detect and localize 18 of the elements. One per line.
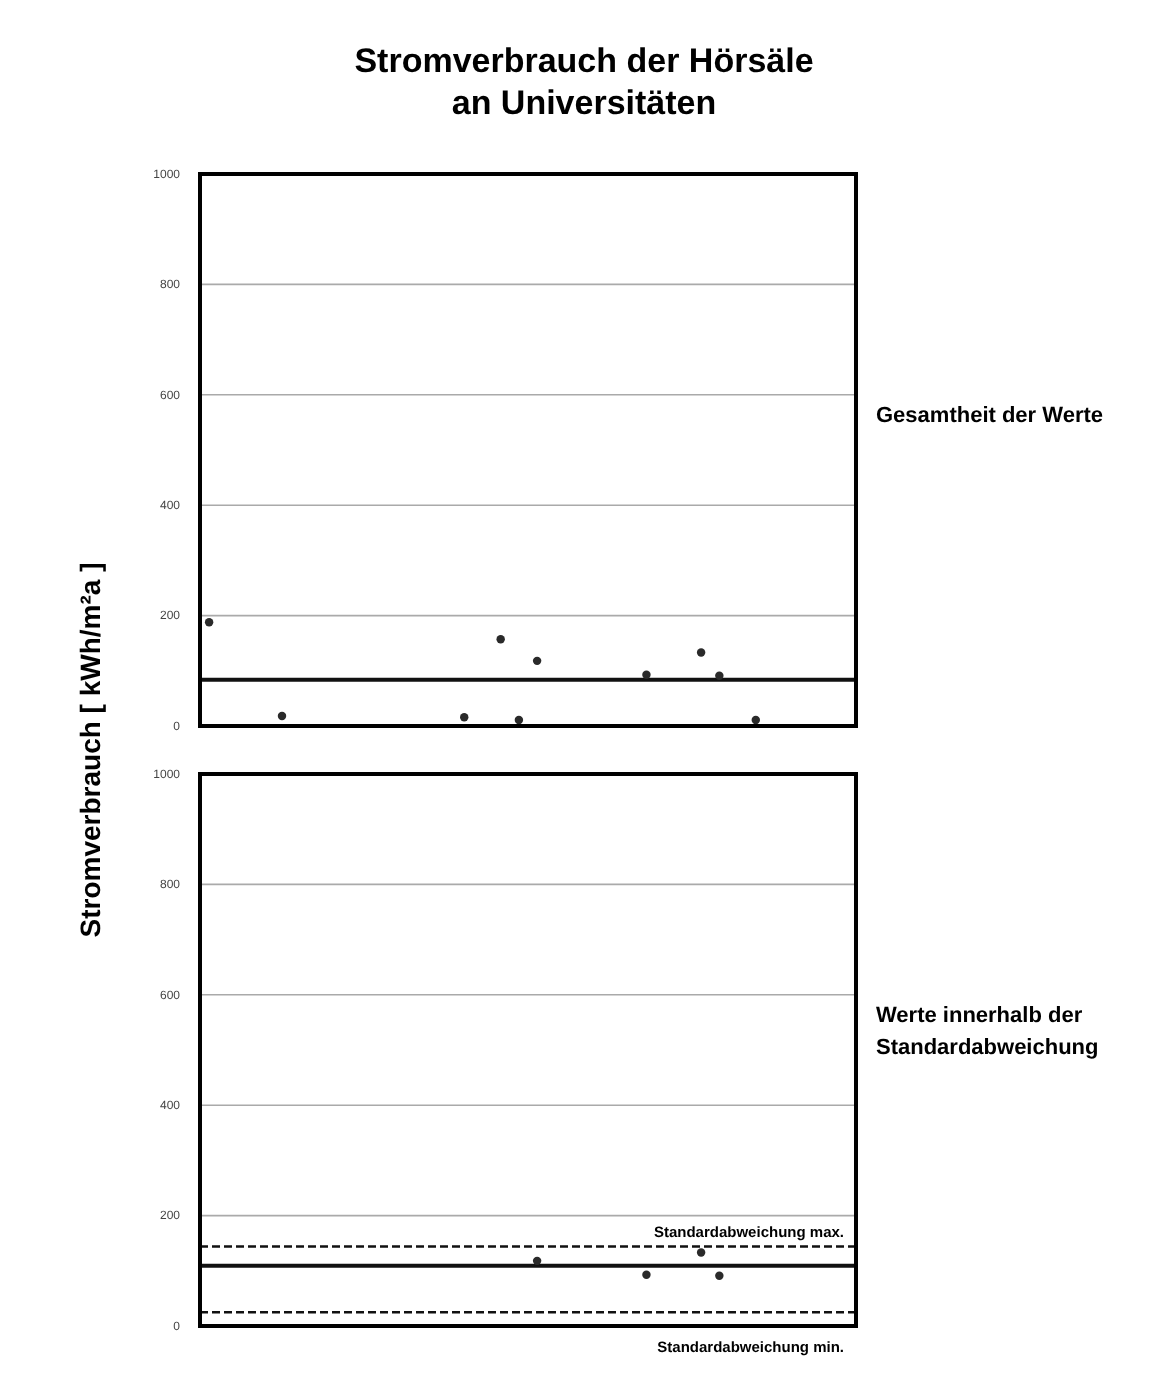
chart-title: Stromverbrauch der Hörsäle an Universitäten bbox=[354, 42, 814, 122]
point bbox=[532, 1256, 542, 1266]
point bbox=[514, 715, 524, 725]
text: Gesamtheit der Werte bbox=[876, 404, 1104, 429]
point bbox=[642, 670, 651, 679]
point bbox=[751, 715, 760, 725]
point bbox=[496, 635, 505, 644]
point bbox=[696, 1248, 706, 1257]
point bbox=[204, 618, 214, 627]
point bbox=[696, 648, 706, 657]
point bbox=[460, 712, 469, 722]
y-axis-title: Stromverbrauch [ kWh/m²a ] bbox=[74, 562, 106, 938]
text: Werte innerhalb der Standardabweichung bbox=[876, 1004, 1099, 1061]
point bbox=[277, 711, 287, 721]
point bbox=[715, 671, 724, 680]
point bbox=[642, 1270, 651, 1279]
point bbox=[715, 1271, 724, 1280]
point bbox=[532, 656, 542, 666]
